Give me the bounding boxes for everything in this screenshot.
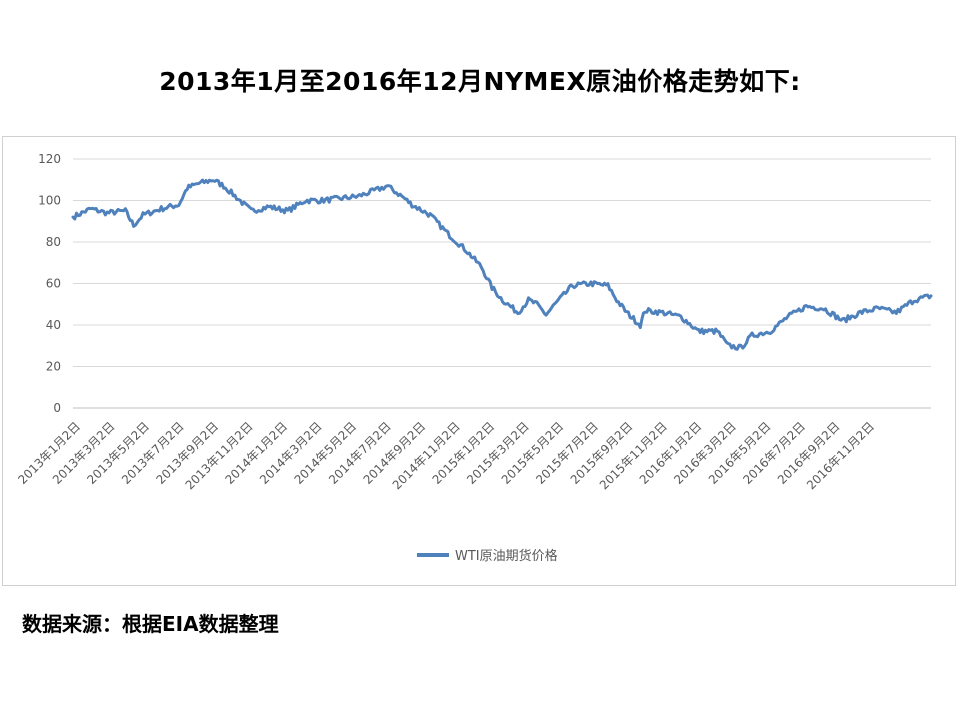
series-line-wti: [71, 178, 933, 351]
page-title: 2013年1月至2016年12月NYMEX原油价格走势如下:: [159, 67, 801, 96]
y-tick-label: 60: [46, 277, 61, 291]
line-chart: 0204060801001202013年1月2日2013年3月2日2013年5月…: [15, 152, 933, 564]
data-source-note: 数据来源：根据EIA数据整理: [22, 612, 279, 636]
legend-label: WTI原油期货价格: [455, 548, 558, 564]
y-tick-label: 120: [38, 152, 61, 166]
y-tick-label: 0: [53, 401, 61, 415]
chart-frame: 0 20 40 60 80 100 120 2013年1月2日 2013年3月2日 2013年5月…: [2, 136, 956, 586]
y-tick-label: 20: [46, 360, 61, 374]
y-tick-label: 40: [46, 318, 61, 332]
y-tick-label: 100: [38, 194, 61, 208]
y-tick-label: 80: [46, 235, 61, 249]
